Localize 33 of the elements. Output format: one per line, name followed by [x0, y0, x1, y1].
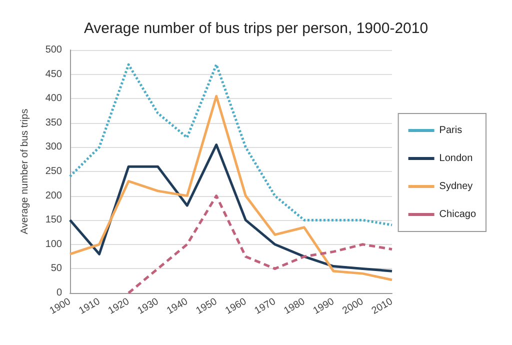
x-tick-label: 2010: [370, 296, 396, 317]
x-tick-label: 1990: [311, 296, 337, 317]
legend-label: Sydney: [439, 181, 473, 192]
y-tick-label: 300: [45, 142, 62, 153]
x-tick-label: 1950: [194, 296, 220, 317]
line-series: [68, 63, 394, 226]
y-tick-label: 350: [45, 117, 62, 128]
x-tick-label: 1900: [48, 296, 74, 317]
line-series: [68, 144, 394, 272]
x-tick-label: 1980: [282, 296, 308, 317]
y-tick-label: 450: [45, 68, 62, 80]
x-tick-label: 1920: [106, 296, 132, 317]
legend-label: Paris: [439, 125, 462, 136]
x-tick-label: 1970: [252, 296, 278, 317]
x-tick-label: 1910: [77, 296, 102, 317]
line-series: [68, 94, 394, 282]
y-tick-label: 500: [45, 44, 62, 56]
legend-label: Chicago: [439, 209, 476, 220]
y-tick-label: 100: [45, 238, 62, 250]
legend-label: London: [439, 153, 473, 164]
x-tick-label: 1940: [165, 296, 190, 317]
y-tick-label: 50: [50, 263, 62, 274]
y-axis-title: Average number of bus trips: [20, 108, 30, 234]
y-tick-label: 250: [45, 166, 62, 177]
y-tick-label: 200: [45, 190, 62, 202]
x-tick-label: 2000: [340, 296, 366, 317]
x-tick-label: 1930: [136, 296, 161, 317]
x-tick-label: 1960: [224, 296, 249, 317]
y-tick-label: 400: [45, 93, 62, 104]
y-tick-label: 0: [56, 288, 62, 298]
y-tick-label: 150: [45, 214, 62, 226]
line-series: [127, 194, 394, 294]
chart-title: Average number of bus trips per person, 1900-2010: [84, 20, 428, 37]
